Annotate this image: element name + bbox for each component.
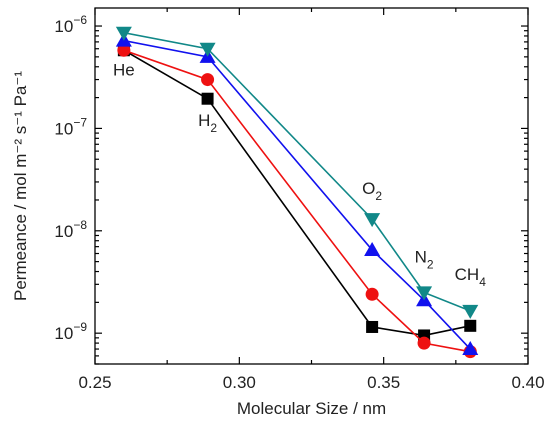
x-tick-label: 0.40 bbox=[511, 373, 544, 392]
data-point-circle bbox=[365, 287, 379, 301]
labels-layer: 0.25 0.30 0.35 0.4010−910−810−710−6HeH2O2N2… bbox=[54, 13, 544, 392]
x-axis-title: Molecular Size / nm bbox=[237, 399, 386, 418]
gas-label-subscript: 2 bbox=[427, 258, 434, 272]
gas-label: He bbox=[113, 60, 135, 79]
data-point-triangle-down bbox=[364, 213, 381, 228]
gas-label: N2 bbox=[415, 248, 434, 272]
y-axis-title: Permeance / mol m⁻² s⁻¹ Pa⁻¹ bbox=[11, 71, 30, 301]
gas-label-subscript: 2 bbox=[375, 189, 382, 203]
x-tick-label: 0.25 bbox=[78, 373, 111, 392]
data-point-circle bbox=[417, 336, 431, 350]
gas-label-main: CH bbox=[455, 265, 480, 284]
data-point-circle bbox=[117, 43, 131, 57]
y-tick-base: 10 bbox=[54, 222, 73, 241]
y-tick-label: 10−7 bbox=[54, 115, 87, 138]
data-point-triangle-down bbox=[115, 26, 132, 41]
y-tick-exponent: −7 bbox=[73, 115, 87, 129]
y-tick-exponent: −9 bbox=[73, 320, 87, 334]
gas-label-main: N bbox=[415, 248, 427, 267]
series-layer bbox=[115, 26, 479, 359]
data-point-triangle-down bbox=[416, 286, 433, 301]
gas-label: CH4 bbox=[455, 265, 487, 289]
data-point-triangle-up bbox=[462, 341, 479, 356]
y-tick-base: 10 bbox=[54, 119, 73, 138]
ticks-layer bbox=[94, 8, 529, 365]
y-tick-label: 10−8 bbox=[54, 218, 87, 241]
gas-label-subscript: 4 bbox=[479, 275, 486, 289]
gas-label: O2 bbox=[362, 179, 382, 203]
y-tick-exponent: −8 bbox=[73, 218, 87, 232]
y-tick-base: 10 bbox=[54, 17, 73, 36]
y-tick-exponent: −6 bbox=[73, 13, 87, 27]
data-point-square bbox=[464, 319, 477, 332]
data-point-triangle-down bbox=[462, 304, 479, 319]
data-point-circle bbox=[201, 73, 215, 87]
gas-label-subscript: 2 bbox=[210, 121, 217, 135]
gas-label-main: He bbox=[113, 60, 135, 79]
data-point-square bbox=[201, 92, 214, 105]
data-point-triangle-down bbox=[199, 42, 216, 57]
data-point-triangle-up bbox=[364, 241, 381, 256]
y-tick-label: 10−6 bbox=[54, 13, 87, 36]
gas-label: H2 bbox=[198, 111, 217, 135]
x-tick-label: 0.30 bbox=[223, 373, 256, 392]
data-point-square bbox=[366, 320, 379, 333]
x-tick-label: 0.35 bbox=[367, 373, 400, 392]
gas-label-main: O bbox=[362, 179, 375, 198]
y-tick-base: 10 bbox=[54, 324, 73, 343]
y-tick-label: 10−9 bbox=[54, 320, 87, 343]
gas-label-main: H bbox=[198, 111, 210, 130]
